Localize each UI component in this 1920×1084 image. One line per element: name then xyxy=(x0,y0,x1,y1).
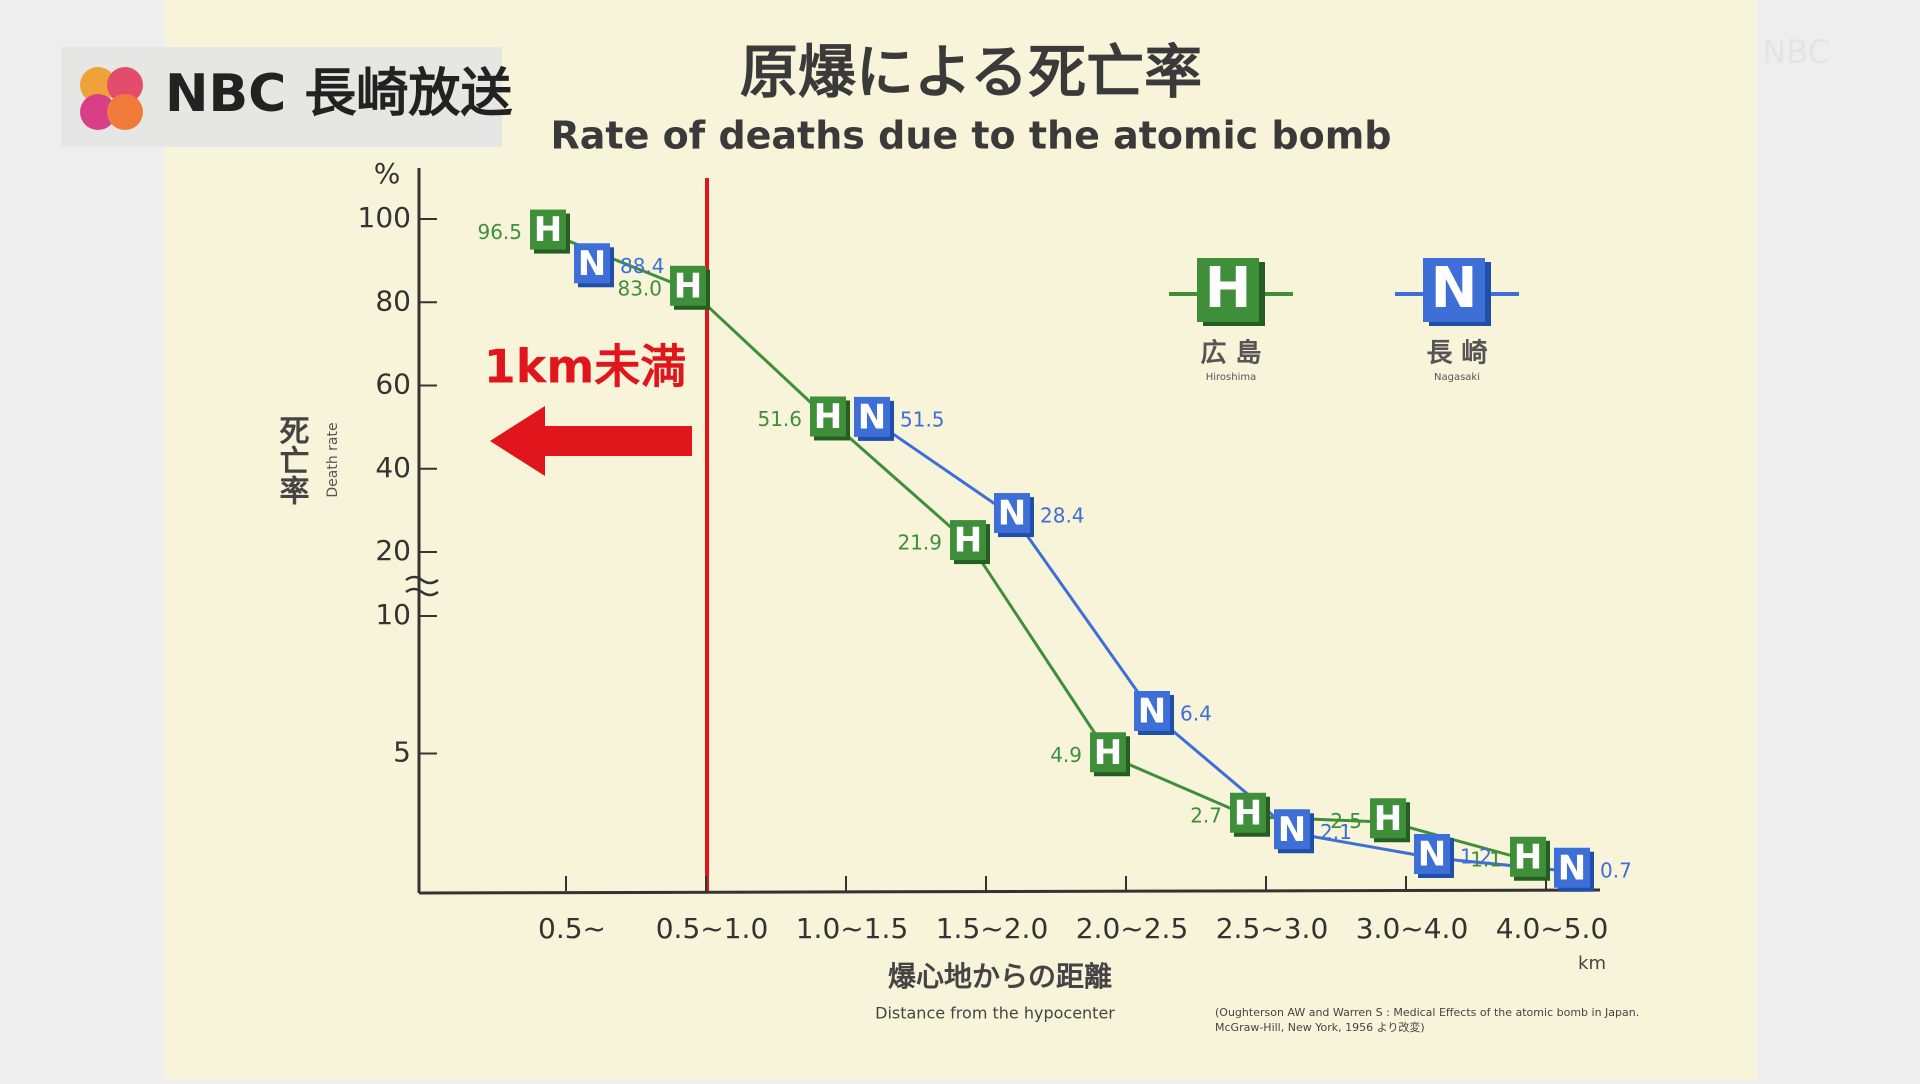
logo-icon xyxy=(107,94,143,130)
data-label: 2.1 xyxy=(1320,820,1352,844)
x-tick-label: 2.5~3.0 xyxy=(1216,912,1329,945)
x-axis-label-en: Distance from the hypocenter xyxy=(875,1004,1115,1023)
marker xyxy=(1554,847,1590,888)
y-tick-label: 5 xyxy=(393,736,411,769)
legend-letter: H xyxy=(1205,256,1252,321)
marker xyxy=(1370,798,1406,839)
marker-letter: N xyxy=(1278,810,1306,850)
y-unit: % xyxy=(374,157,401,190)
data-label: 96.5 xyxy=(477,220,522,244)
legend-label-en: Nagasaki xyxy=(1434,372,1480,383)
y-tick-label: 60 xyxy=(375,368,411,401)
marker xyxy=(1090,732,1126,773)
marker-letter: N xyxy=(858,397,886,437)
y-tick-label: 100 xyxy=(358,201,411,234)
marker-letter: H xyxy=(534,210,562,250)
y-axis-label: 死亡率 xyxy=(274,415,310,505)
marker xyxy=(994,493,1030,534)
chart-title: 原爆による死亡率 xyxy=(740,38,1202,106)
legend-marker xyxy=(1197,258,1259,322)
series-line xyxy=(549,232,1531,863)
logo-icon xyxy=(107,67,143,103)
x-tick-label: 4.0~5.0 xyxy=(1496,912,1609,945)
marker-letter: N xyxy=(1138,692,1166,732)
logo-icon xyxy=(80,94,116,130)
x-tick-label: 1.5~2.0 xyxy=(936,912,1049,945)
marker xyxy=(854,396,890,437)
legend-label: 長 崎 xyxy=(1426,339,1487,369)
chart-subtitle: Rate of deaths due to the atomic bomb xyxy=(551,114,1392,158)
legend-letter: N xyxy=(1431,256,1478,321)
y-axis-label-en: Death rate xyxy=(325,422,341,497)
data-label: 88.4 xyxy=(620,254,665,278)
data-label: 2.5 xyxy=(1330,809,1362,833)
y-tick-label: 80 xyxy=(375,284,411,317)
marker xyxy=(810,396,846,437)
y-tick-label: 20 xyxy=(375,534,411,567)
marker-letter: H xyxy=(1374,799,1402,839)
marker-letter: H xyxy=(814,397,842,437)
x-tick-label: 3.0~4.0 xyxy=(1356,912,1469,945)
marker-letter: H xyxy=(954,521,982,561)
x-tick-label: 2.0~2.5 xyxy=(1076,912,1189,945)
data-label: 2.7 xyxy=(1190,803,1222,827)
marker-letter: H xyxy=(1234,793,1262,833)
marker xyxy=(574,243,610,284)
marker-letter: N xyxy=(578,244,606,284)
marker-letter: N xyxy=(1418,835,1446,875)
watermark: NBC xyxy=(1762,33,1830,71)
marker xyxy=(530,209,566,250)
logo-icon xyxy=(80,67,116,103)
x-tick-label: 0.5~ xyxy=(538,912,606,945)
data-label: 6.4 xyxy=(1180,702,1212,726)
data-label: 28.4 xyxy=(1040,504,1085,528)
data-label: 51.5 xyxy=(900,407,945,431)
x-unit: km xyxy=(1578,953,1606,974)
arrow xyxy=(490,406,692,476)
y-tick-label: 40 xyxy=(375,451,411,484)
source-box: (Oughterson AW and Warren S : Medical Ef… xyxy=(1215,1006,1640,1034)
data-label: 4.9 xyxy=(1050,743,1082,767)
axis-break xyxy=(405,575,439,597)
data-label: 1.2 xyxy=(1460,845,1492,869)
series-line xyxy=(873,419,1575,874)
marker-letter: H xyxy=(674,266,702,306)
marker xyxy=(1230,792,1266,833)
data-label: 51.6 xyxy=(757,407,802,431)
data-label: 0.7 xyxy=(1600,858,1632,882)
marker xyxy=(1274,809,1310,850)
marker xyxy=(1134,691,1170,731)
marker-letter: H xyxy=(1094,733,1122,773)
marker-letter: N xyxy=(1558,848,1586,888)
marker xyxy=(1414,834,1450,874)
y-tick-label: 10 xyxy=(375,598,411,631)
marker-letter: N xyxy=(998,494,1026,534)
legend-label-en: Hiroshima xyxy=(1206,372,1257,383)
x-tick-label: 1.0~1.5 xyxy=(796,912,909,945)
logo-text: NBC 長崎放送 xyxy=(165,64,512,124)
data-label: 83.0 xyxy=(617,276,662,300)
x-tick-label: 0.5~1.0 xyxy=(656,912,769,945)
marker xyxy=(670,265,706,306)
marker xyxy=(1510,836,1546,877)
x-axis-label: 爆心地からの距離 xyxy=(888,960,1112,993)
marker-letter: H xyxy=(1514,837,1542,877)
x-axis xyxy=(418,888,1601,895)
legend-label: 広 島 xyxy=(1200,338,1261,369)
annotation: 1km未満 xyxy=(484,340,687,394)
source-note: (Oughterson AW and Warren S : Medical Ef… xyxy=(1215,1006,1640,1034)
data-label: 1.1 xyxy=(1470,847,1502,871)
data-label: 21.9 xyxy=(897,531,942,555)
marker xyxy=(950,520,986,561)
legend-marker xyxy=(1423,258,1485,322)
